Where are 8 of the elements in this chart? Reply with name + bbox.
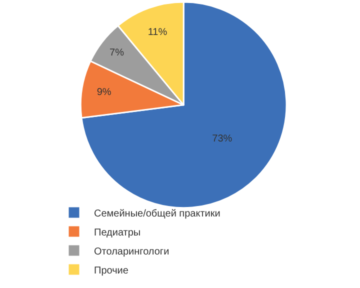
legend-label: Прочие [94, 265, 129, 276]
data-label: 11% [148, 27, 168, 38]
legend-label: Отоларингологи [94, 246, 170, 258]
data-label: 7% [110, 48, 124, 59]
legend-label: Семейные/общей практики [94, 208, 220, 220]
legend-label: Педиатры [94, 227, 141, 238]
data-label: 9% [96, 86, 112, 98]
data-label: 73% [212, 133, 232, 144]
